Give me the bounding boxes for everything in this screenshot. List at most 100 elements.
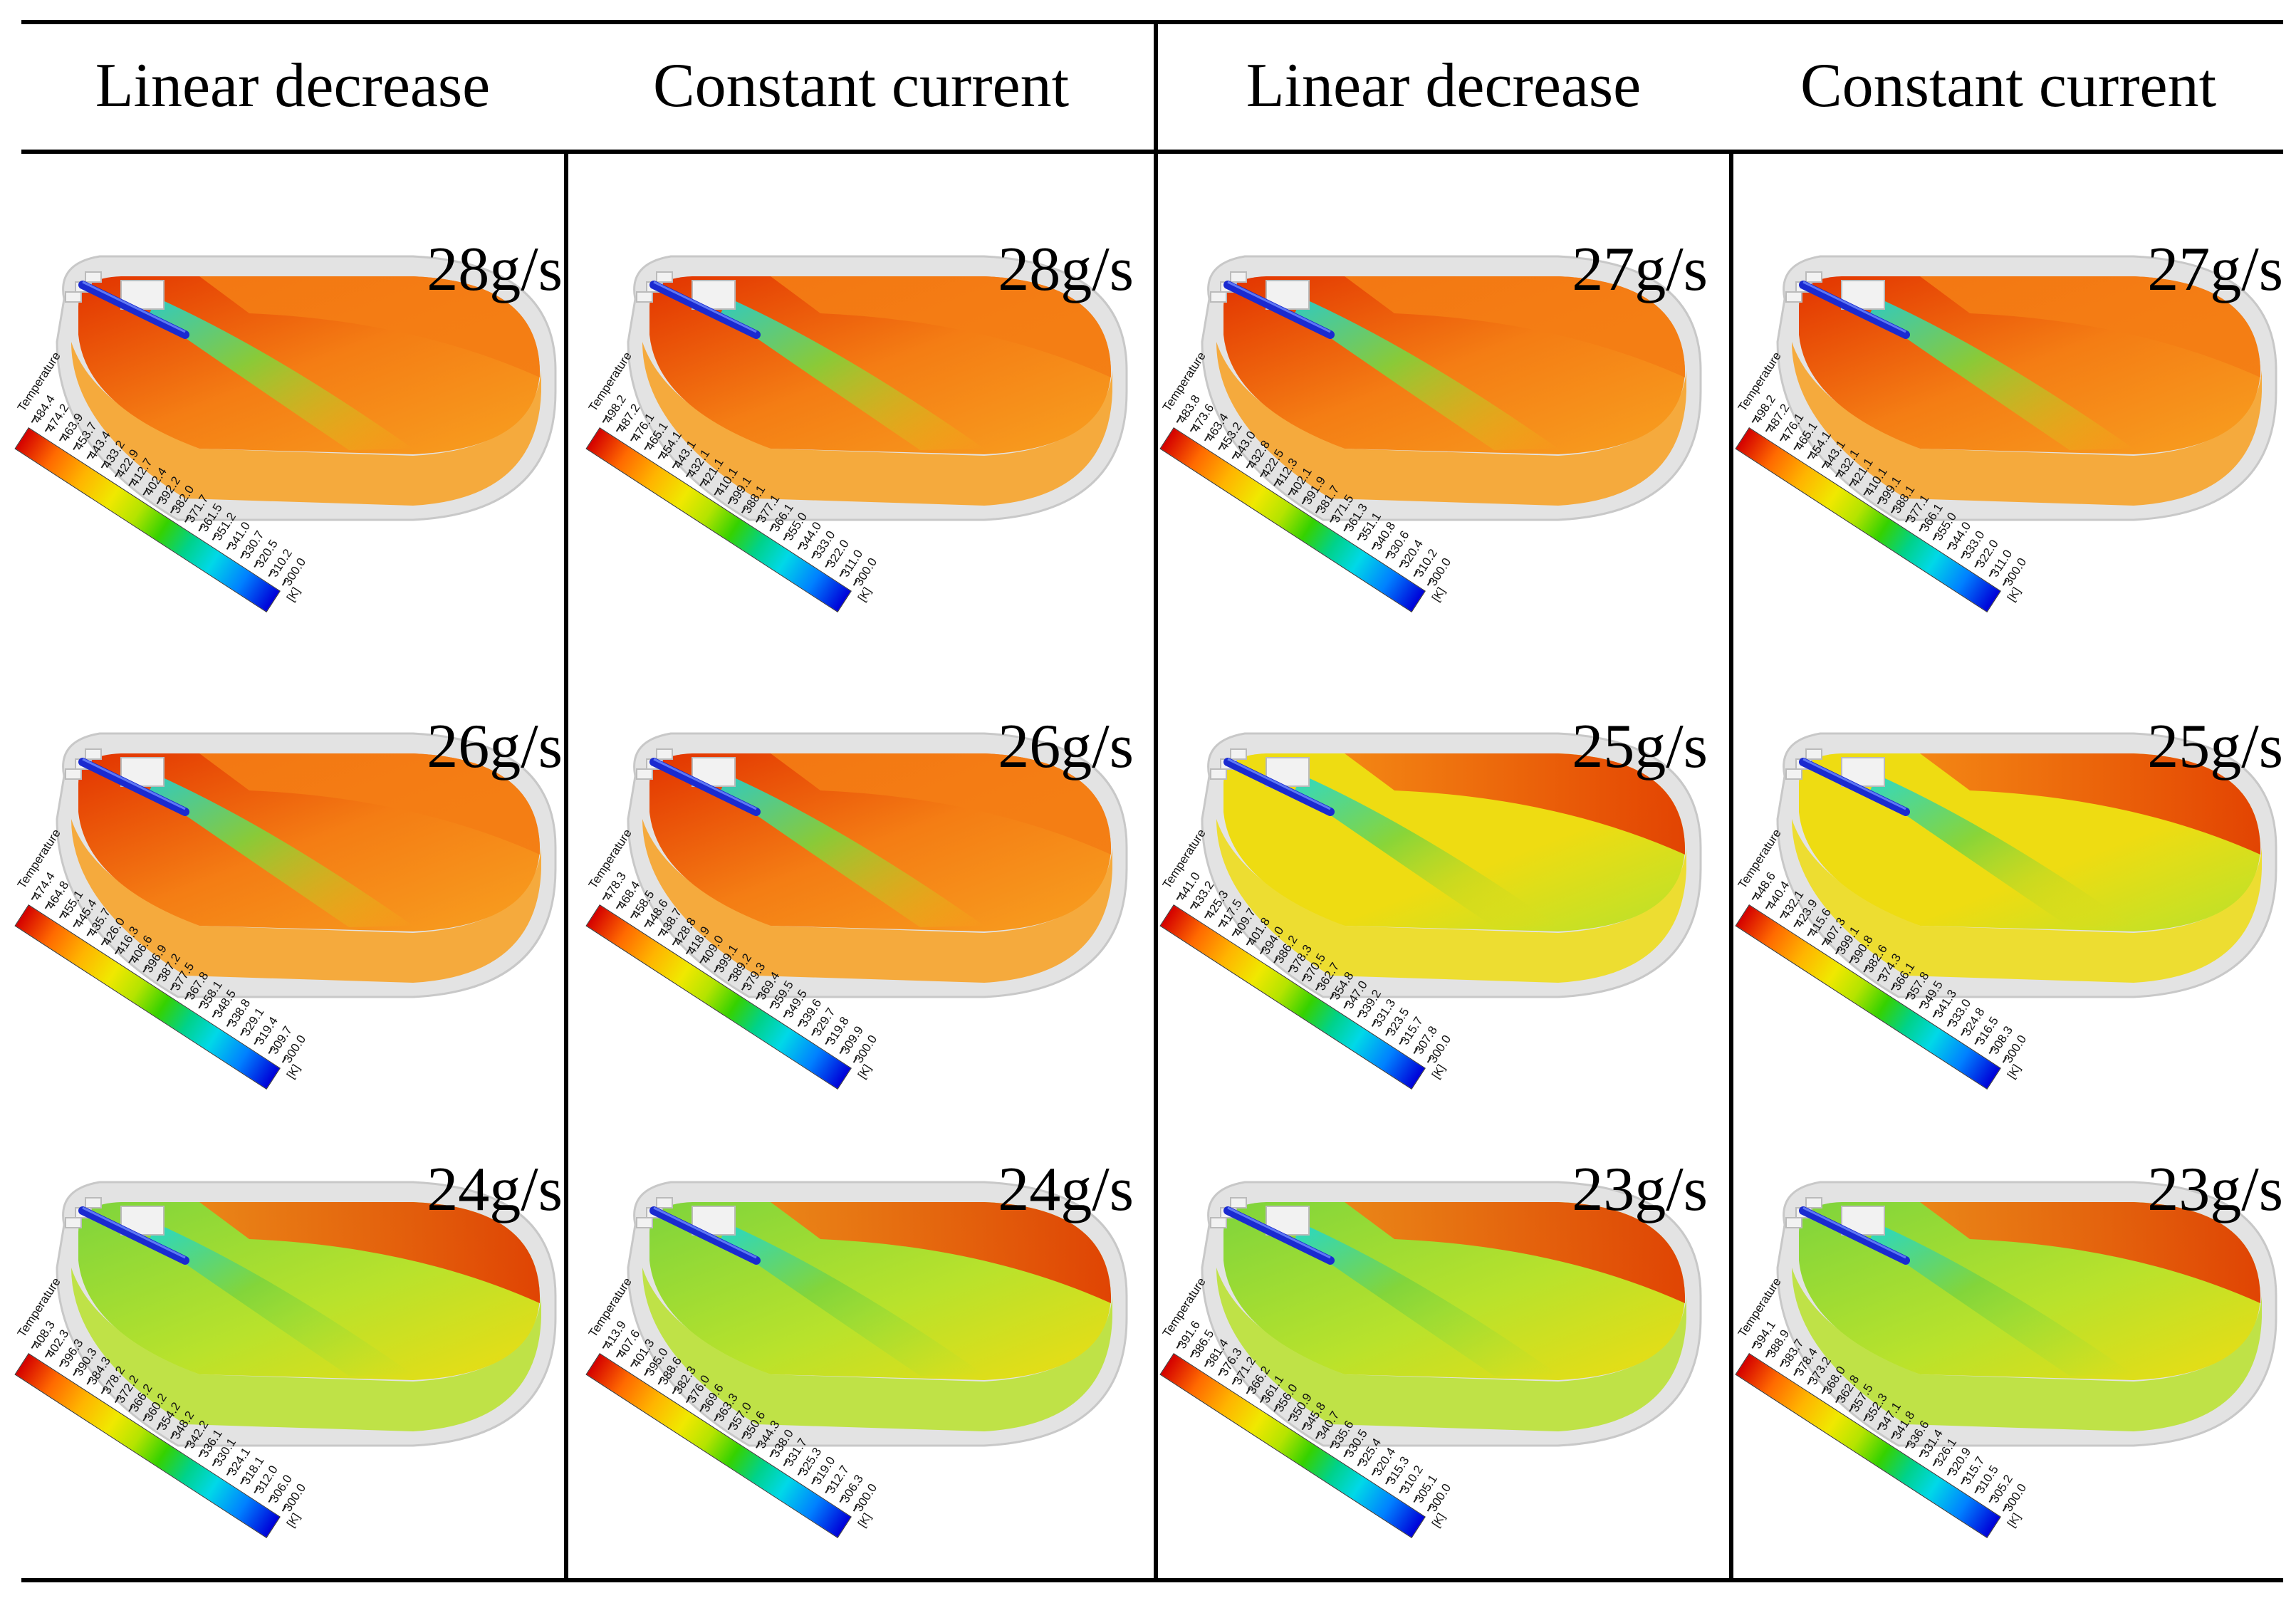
header-constant-current-right: Constant current <box>1800 51 2217 120</box>
inlet-pipe-highlight <box>1227 1206 1331 1259</box>
tank-cutaway <box>627 732 1128 998</box>
inlet-pipe-highlight <box>653 281 757 333</box>
mass-flow-rate-label: 24g/s <box>427 1155 563 1224</box>
inlet-pipe-highlight <box>1802 758 1906 810</box>
inlet-plume <box>1870 1223 2134 1376</box>
inlet-pipe <box>649 281 761 339</box>
inlet-pipe <box>649 758 761 816</box>
hot-zone <box>199 276 540 377</box>
inlet-pipe-highlight <box>82 1206 186 1259</box>
tank-side <box>642 819 1112 983</box>
inlet-pipe-highlight <box>653 758 757 810</box>
panel-3-2: 24g/s Temperature 413.9 407.6 401.3 395.0 38… <box>585 1139 1155 1588</box>
panel-2-4: 25g/s Temperature 448.6 440.4 432.1 423.9 41… <box>1735 691 2296 1139</box>
hot-zone <box>199 753 540 855</box>
header-linear-decrease-right: Linear decrease <box>1246 51 1642 120</box>
inlet-pipe-highlight <box>1802 281 1906 333</box>
mass-flow-rate-label: 26g/s <box>427 712 563 781</box>
tank-cutaway <box>1201 732 1702 998</box>
mass-flow-rate-label: 23g/s <box>1572 1155 1708 1224</box>
inlet-pipe-highlight <box>82 758 186 810</box>
hot-zone <box>771 1202 1111 1303</box>
nozzle-stubs <box>1210 1197 1310 1236</box>
top-rule <box>21 20 2283 24</box>
mass-flow-rate-label: 25g/s <box>1572 712 1708 781</box>
panel-1-4: 27g/s Temperature 498.2 487.2 476.1 465.1 45… <box>1735 214 2296 662</box>
inlet-pipe-highlight <box>1227 281 1331 333</box>
panel-3-1: 24g/s Temperature 408.3 402.3 396.3 390.3 38… <box>14 1139 584 1588</box>
inlet-plume <box>1295 298 1558 450</box>
panel-1-1: 28g/s Temperature 484.4 474.2 463.9 453.7 44… <box>14 214 584 662</box>
inlet-pipe-highlight <box>1227 758 1331 810</box>
tank-side <box>1216 342 1686 506</box>
column-divider-right <box>1729 150 1733 1582</box>
tank-cutaway <box>1776 1181 2277 1447</box>
tank-cutaway <box>56 732 557 998</box>
hot-zone <box>1345 276 1685 377</box>
tank-side <box>71 342 541 506</box>
tank-cutaway <box>1201 1181 1702 1447</box>
inlet-plume <box>721 298 984 450</box>
mass-flow-rate-label: 24g/s <box>998 1155 1134 1224</box>
tank-cutaway <box>627 1181 1128 1447</box>
inlet-pipe <box>649 1206 761 1265</box>
tank-cutaway <box>627 255 1128 521</box>
tank-side <box>1792 1268 2262 1431</box>
inlet-pipe-highlight <box>82 281 186 333</box>
panel-1-3: 27g/s Temperature 483.8 473.6 463.4 453.2 44… <box>1159 214 1729 662</box>
column-divider-left <box>564 150 568 1582</box>
bottom-rule <box>21 1578 2283 1582</box>
inlet-plume <box>721 775 984 927</box>
panel-1-2: 28g/s Temperature 498.2 487.2 476.1 465.1 45… <box>585 214 1155 662</box>
inlet-plume <box>1870 298 2134 450</box>
tank-side <box>1216 1268 1686 1431</box>
inlet-plume <box>1295 775 1558 927</box>
mass-flow-rate-label: 26g/s <box>998 712 1134 781</box>
inlet-pipe <box>1223 758 1335 816</box>
panel-3-4: 23g/s Temperature 394.1 388.9 383.7 378.4 37… <box>1735 1139 2296 1588</box>
panel-2-3: 25g/s Temperature 441.0 433.2 425.3 417.5 40… <box>1159 691 1729 1139</box>
mass-flow-rate-label: 25g/s <box>2147 712 2283 781</box>
header-constant-current-left: Constant current <box>652 51 1070 120</box>
mass-flow-rate-label: 27g/s <box>1572 235 1708 304</box>
panel-2-1: 26g/s Temperature 474.4 464.8 455.1 445.4 43… <box>14 691 584 1139</box>
header-linear-decrease-left: Linear decrease <box>95 51 491 120</box>
mass-flow-rate-label: 23g/s <box>2147 1155 2283 1224</box>
inlet-pipe-highlight <box>1802 1206 1906 1259</box>
inlet-pipe <box>1223 1206 1335 1265</box>
inlet-plume <box>150 298 413 450</box>
hot-zone <box>1920 1202 2260 1303</box>
hot-zone <box>1920 753 2260 855</box>
mass-flow-rate-label: 28g/s <box>998 235 1134 304</box>
hot-zone <box>771 276 1111 377</box>
header-rule <box>21 150 2283 154</box>
hot-zone <box>199 1202 540 1303</box>
inlet-plume <box>1870 775 2134 927</box>
panel-2-2: 26g/s Temperature 478.3 468.4 458.5 448.6 43… <box>585 691 1155 1139</box>
tank-side <box>1216 819 1686 983</box>
inlet-pipe <box>1799 758 1910 816</box>
inlet-plume <box>150 775 413 927</box>
tank-cutaway <box>56 255 557 521</box>
hot-zone <box>1345 1202 1685 1303</box>
inlet-pipe <box>78 758 189 816</box>
inlet-pipe <box>1223 281 1335 339</box>
hot-zone <box>1345 753 1685 855</box>
tank-cutaway <box>1776 255 2277 521</box>
mass-flow-rate-label: 27g/s <box>2147 235 2283 304</box>
inlet-pipe <box>78 1206 189 1265</box>
inlet-pipe <box>78 281 189 339</box>
inlet-plume <box>721 1223 984 1376</box>
hot-zone <box>771 753 1111 855</box>
tank-side <box>642 1268 1112 1431</box>
mass-flow-rate-label: 28g/s <box>427 235 563 304</box>
inlet-pipe <box>1799 1206 1910 1265</box>
inlet-plume <box>150 1223 413 1376</box>
tank-cutaway <box>1201 255 1702 521</box>
hot-zone <box>1920 276 2260 377</box>
tank-side <box>1792 342 2262 506</box>
center-divider <box>1154 20 1158 1582</box>
panel-3-3: 23g/s Temperature 391.6 386.5 381.4 376.3 37… <box>1159 1139 1729 1588</box>
tank-cutaway <box>1776 732 2277 998</box>
